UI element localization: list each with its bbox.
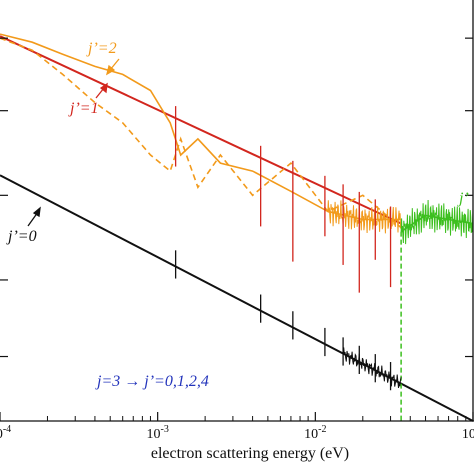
noise-j2 <box>327 200 402 234</box>
x-tick-label: 10-1 <box>462 424 474 442</box>
arrow-j0 <box>27 206 41 227</box>
series-layer <box>0 33 474 422</box>
x-tick-label: 10-3 <box>146 424 168 442</box>
tick-layer: 10-4 10-3 10-2 10-1 <box>0 37 474 442</box>
label-j1: j’=1 <box>68 100 99 117</box>
axis-layer <box>0 0 474 422</box>
x-axis-title: electron scattering energy (eV) <box>151 445 349 462</box>
noise-j0 <box>342 347 402 389</box>
arrow-j1 <box>95 82 108 99</box>
label-j2: j’=2 <box>86 40 117 57</box>
series-line-j0 <box>0 174 474 422</box>
arrow-j2 <box>105 58 120 76</box>
x-tick-label: 10-4 <box>0 424 11 442</box>
label-j0: j’=0 <box>6 228 37 245</box>
series-line-j1 <box>0 35 402 225</box>
label-j4: j’ <box>457 190 469 207</box>
x-tick-label: 10-2 <box>304 424 326 442</box>
series-line-j2-dashed <box>0 37 402 229</box>
series-line-j2 <box>0 33 402 221</box>
label-process: j=3 → j’=0,1,2,4 <box>95 373 209 390</box>
noise-j4 <box>400 199 474 245</box>
